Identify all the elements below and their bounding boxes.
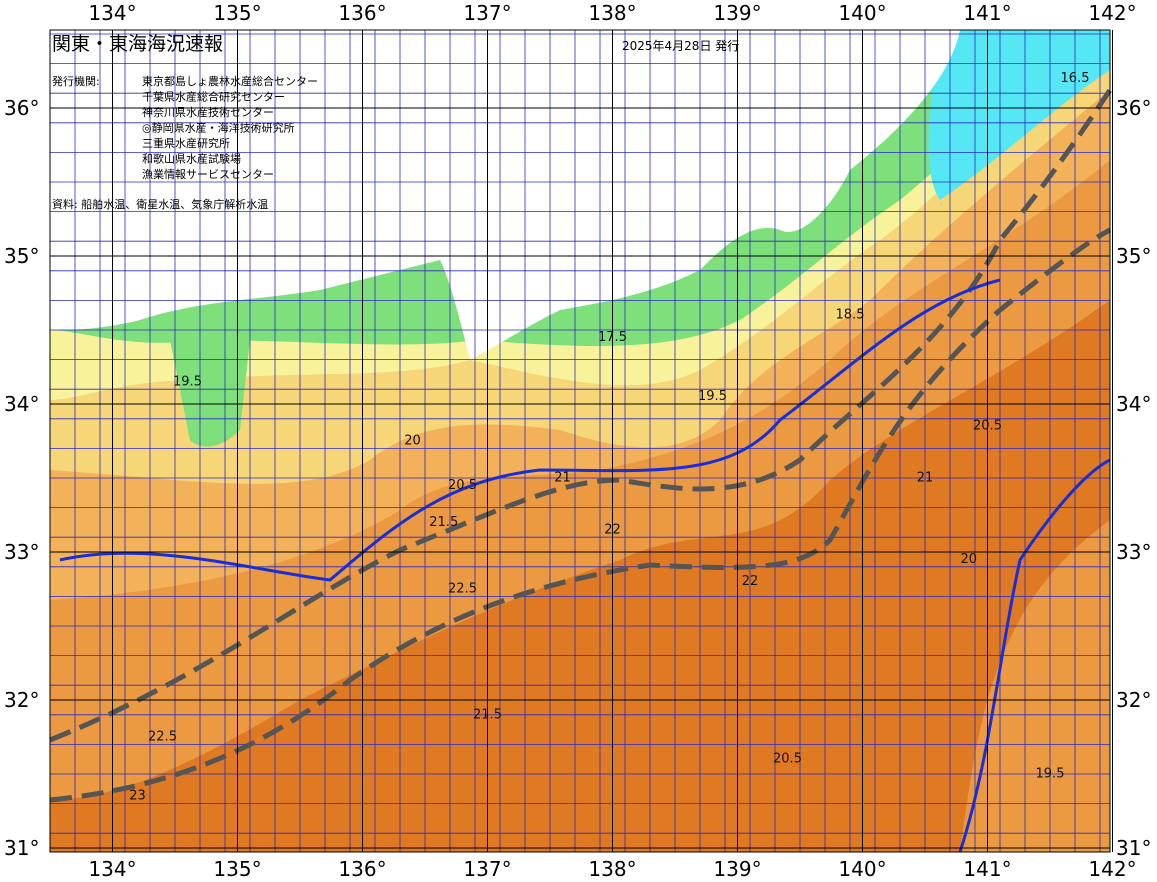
contour-label: 16.5: [1061, 71, 1090, 86]
contour-label: 20: [960, 552, 977, 567]
isotherm: [59, 278, 1001, 582]
lon-label: 137°: [463, 857, 511, 881]
contour-label: 18.5: [836, 308, 865, 323]
lat-label: 32°: [4, 688, 39, 712]
lat-label: 36°: [4, 96, 39, 120]
strait-water: [170, 328, 250, 447]
lon-label: 142°: [1088, 857, 1136, 881]
kuroshio-axis: [49, 88, 1113, 743]
sources: 資料: 船舶水温、衛星水温、気象庁解析水温: [52, 197, 268, 211]
lon-label: 141°: [963, 1, 1011, 25]
agency: 漁業情報サービスセンター: [142, 167, 274, 181]
lon-label: 140°: [838, 857, 886, 881]
agency: 東京都島しょ農林水産総合センター: [142, 74, 318, 88]
contour-label: 22.5: [148, 730, 177, 745]
agency: 神奈川県水産技術センター: [142, 105, 274, 119]
contour-label: 20: [404, 434, 421, 449]
grid: [49, 30, 1110, 852]
title: 関東・東海海況速報: [52, 33, 223, 55]
contour-label: 23: [129, 789, 146, 804]
contour-label: 22.5: [448, 582, 477, 597]
agency: 千葉県水産総合研究センター: [142, 90, 285, 104]
lon-label: 141°: [963, 857, 1011, 881]
agencies-label: 発行機関:: [52, 74, 100, 88]
contour-label: 19.5: [173, 374, 202, 389]
lat-label: 35°: [1116, 244, 1151, 268]
lat-label: 35°: [4, 244, 39, 268]
agency: ◎静岡県水産・海洋技術研究所: [142, 121, 295, 135]
lon-label: 140°: [838, 1, 886, 25]
lon-label: 136°: [338, 1, 386, 25]
contour-label: 22: [742, 574, 759, 589]
isotherm: [958, 458, 1111, 853]
lon-label: 139°: [713, 857, 761, 881]
lon-label: 142°: [1088, 1, 1136, 25]
lat-label: 33°: [4, 540, 39, 564]
lat-label: 31°: [1116, 836, 1151, 860]
agencies: 東京都島しょ農林水産総合センター千葉県水産総合研究センター神奈川県水産技術センタ…: [142, 74, 318, 181]
lat-label: 36°: [1116, 96, 1151, 120]
contour-label: 21: [917, 471, 934, 486]
lat-label: 31°: [4, 836, 39, 860]
lon-label: 134°: [88, 1, 136, 25]
agency: 和歌山県水産試験場: [142, 152, 241, 166]
lat-label: 34°: [4, 392, 39, 416]
lon-label: 135°: [213, 857, 261, 881]
kuroshio-axis: [49, 227, 1112, 803]
map-frame: [49, 29, 1111, 853]
issue-date: 2025年4月28日 発行: [622, 39, 739, 53]
contour-label: 21: [554, 471, 571, 486]
lon-label: 135°: [213, 1, 261, 25]
lon-label: 139°: [713, 1, 761, 25]
contour-label: 20.5: [773, 752, 802, 767]
lon-label: 138°: [588, 1, 636, 25]
lat-label: 32°: [1116, 688, 1151, 712]
lat-label: 33°: [1116, 540, 1151, 564]
lon-label: 136°: [338, 857, 386, 881]
axes: 134° 134° 135° 135° 136° 136° 137° 137° 138° 138°…: [4, 1, 1151, 881]
lon-label: 138°: [588, 857, 636, 881]
contour-label: 19.5: [698, 389, 727, 404]
contour-label: 20.5: [448, 478, 477, 493]
cyan-area: [928, 30, 1110, 200]
agency: 三重県水産研究所: [142, 136, 230, 150]
lon-label: 137°: [463, 1, 511, 25]
contour-label: 19.5: [1036, 767, 1065, 782]
contour-labels: 19.52020.521.522.5222117.519.520.5212022…: [129, 71, 1089, 804]
land: [48, 30, 960, 360]
contour-label: 21.5: [429, 515, 458, 530]
lon-label: 134°: [88, 857, 136, 881]
lat-label: 34°: [1116, 392, 1151, 416]
